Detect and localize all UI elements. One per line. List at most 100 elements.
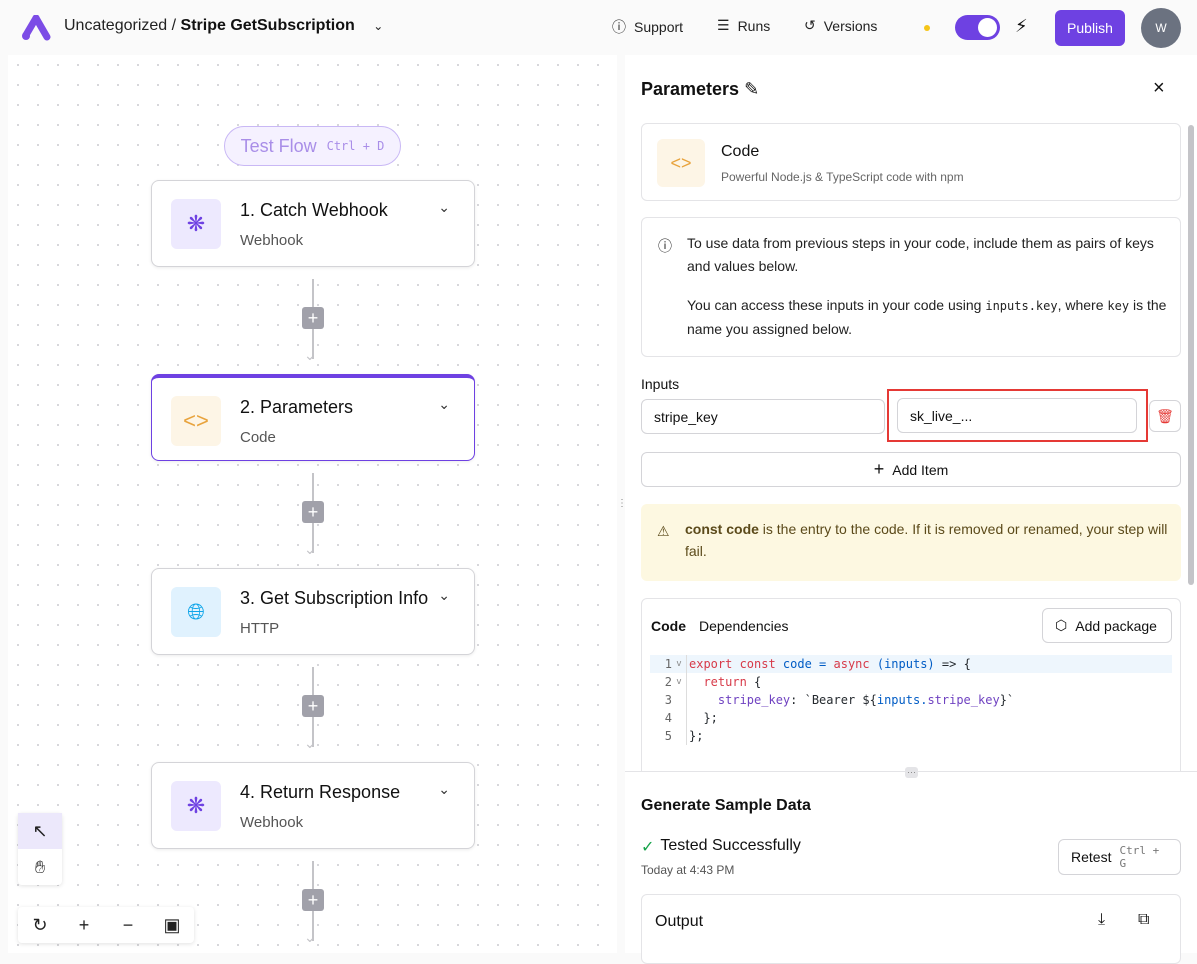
support-label: Support — [634, 19, 684, 35]
copy-icon[interactable]: ⧉ — [1138, 911, 1150, 928]
step-subtitle: HTTP — [240, 620, 280, 637]
history-icon: ↺ — [804, 17, 816, 33]
test-status: ✓︎ Tested Successfully — [641, 837, 801, 857]
test-timestamp: Today at 4:43 PM — [641, 863, 735, 877]
plus-icon: + — [873, 459, 885, 479]
check-circle-icon: ✓︎ — [641, 839, 655, 856]
input-key-field[interactable]: stripe_key — [641, 399, 885, 434]
app-logo[interactable] — [21, 15, 51, 41]
resize-handle[interactable]: ⋮ — [617, 498, 627, 509]
sample-data-title: Generate Sample Data — [641, 797, 811, 814]
reset-icon[interactable]: ↻ — [32, 914, 48, 935]
step-settings-panel: Parameters ✎ × <> Code Powerful Node.js … — [625, 55, 1197, 964]
test-status-text: Tested Successfully — [660, 837, 801, 854]
arrow-down-icon: ⌄ — [304, 735, 316, 751]
flow-step-node[interactable]: ❋ 1. Catch Webhook Webhook ⌄ — [151, 180, 475, 267]
webhook-icon: ❋ — [171, 781, 221, 831]
add-package-button[interactable]: ⬡ Add package — [1042, 608, 1172, 643]
line-number: 5 — [664, 729, 672, 743]
zoom-out-icon[interactable]: − — [122, 914, 134, 935]
code-line: 5}; — [650, 727, 1172, 745]
inputs-label: Inputs — [641, 376, 680, 392]
code-editor-card: Code Dependencies ⬡ Add package 1 v export … — [641, 598, 1181, 778]
fit-view-icon[interactable]: ▣ — [163, 914, 181, 935]
flow-step-node[interactable]: 🌐︎ 3. Get Subscription Info HTTP ⌄ — [151, 568, 475, 655]
canvas-mode-toolbar: ↖ ✋︎ — [18, 813, 62, 885]
code-icon: <> — [657, 139, 705, 187]
chevron-down-icon[interactable]: ⌄ — [438, 396, 450, 412]
avatar[interactable]: W — [1141, 8, 1181, 48]
step-title: 1. Catch Webhook — [240, 200, 388, 220]
select-mode-icon[interactable]: ↖ — [18, 813, 62, 849]
code-line: 4 }; — [650, 709, 1172, 727]
breadcrumb: Uncategorized / Stripe GetSubscription ⌄ — [64, 17, 383, 35]
chevron-down-icon[interactable]: ⌄ — [438, 587, 450, 603]
support-button[interactable]: ⓘ Support — [612, 17, 683, 37]
line-number: 4 — [664, 711, 672, 725]
arrow-down-icon: ⌄ — [304, 347, 316, 363]
pencil-icon[interactable]: ✎ — [744, 79, 760, 99]
flow-name[interactable]: Stripe GetSubscription — [180, 17, 355, 34]
arrow-down-icon: ⌄ — [304, 541, 316, 557]
info-text-1: To use data from previous steps in your … — [687, 235, 1154, 274]
pan-hand-icon[interactable]: ✋︎ — [34, 856, 46, 877]
piece-card: <> Code Powerful Node.js & TypeScript co… — [641, 123, 1181, 201]
versions-label: Versions — [823, 17, 878, 34]
retest-button[interactable]: Retest Ctrl + G — [1058, 839, 1181, 875]
runs-label: Runs — [737, 17, 771, 34]
piece-description: Powerful Node.js & TypeScript code with … — [721, 170, 964, 184]
webhook-icon: ❋ — [171, 199, 221, 249]
add-step-button[interactable]: + — [302, 307, 324, 329]
add-step-button[interactable]: + — [302, 695, 324, 717]
breadcrumb-separator: / — [171, 17, 177, 34]
step-title: 2. Parameters — [240, 397, 354, 417]
warning-text: const code is the entry to the code. If … — [685, 521, 1168, 559]
add-step-button[interactable]: + — [302, 889, 324, 911]
resize-handle[interactable]: ⋯ — [905, 767, 918, 778]
runs-button[interactable]: ☰ Runs — [717, 17, 770, 34]
piece-name: Code — [721, 143, 760, 160]
retest-label: Retest — [1071, 849, 1112, 865]
shortcut-hint: Ctrl + D — [326, 139, 385, 153]
add-item-button[interactable]: + Add Item — [641, 452, 1181, 487]
code-icon: <> — [171, 396, 221, 446]
highlight-box — [887, 389, 1148, 442]
publish-button[interactable]: Publish — [1055, 10, 1125, 46]
lightning-icon[interactable]: ⚡︎ — [1015, 16, 1028, 36]
info-text-2: You can access these inputs in your code… — [687, 297, 1167, 337]
code-line: 1 v export const code = async (inputs) => … — [650, 655, 1172, 673]
tab-code[interactable]: Code — [651, 618, 686, 634]
enable-flow-toggle[interactable] — [955, 15, 1000, 40]
line-number: 3 — [664, 693, 672, 707]
chevron-down-icon[interactable]: ⌄ — [373, 19, 384, 33]
info-icon: ⓘ — [658, 238, 672, 254]
panel-title-text: Parameters — [641, 79, 740, 99]
add-step-button[interactable]: + — [302, 501, 324, 523]
delete-icon[interactable]: 🗑︎ — [1149, 400, 1181, 432]
step-subtitle: Code — [240, 429, 276, 446]
flow-canvas[interactable]: Test Flow Ctrl + D ❋ 1. Catch Webhook Web… — [8, 55, 617, 953]
status-dot — [924, 25, 930, 31]
step-title: 4. Return Response — [240, 782, 401, 802]
panel-title[interactable]: Parameters ✎ — [641, 79, 759, 100]
close-icon[interactable]: × — [1153, 77, 1165, 99]
sample-data-section: ⋯ Generate Sample Data ✓︎ Tested Successf… — [625, 767, 1197, 964]
chevron-down-icon[interactable]: ⌄ — [438, 199, 450, 215]
line-number: 2 — [664, 675, 672, 689]
flow-step-node[interactable]: ❋ 4. Return Response Webhook ⌄ — [151, 762, 475, 849]
package-icon: ⬡ — [1055, 617, 1068, 633]
list-icon: ☰ — [717, 17, 730, 33]
versions-button[interactable]: ↺ Versions — [804, 17, 877, 34]
input-value-field[interactable]: sk_live_... — [897, 398, 1137, 433]
tab-dependencies[interactable]: Dependencies — [699, 618, 789, 634]
test-flow-button[interactable]: Test Flow Ctrl + D — [224, 126, 401, 166]
chevron-down-icon[interactable]: ⌄ — [438, 781, 450, 797]
code-editor[interactable]: 1 v export const code = async (inputs) => … — [650, 655, 1172, 745]
scrollbar[interactable] — [1188, 125, 1194, 585]
breadcrumb-folder[interactable]: Uncategorized — [64, 17, 168, 34]
flow-step-node[interactable]: <> 2. Parameters Code ⌄ — [151, 374, 475, 461]
download-icon[interactable]: ⤓ — [1098, 911, 1106, 928]
line-number: 1 — [664, 657, 672, 671]
zoom-in-icon[interactable]: + — [78, 914, 90, 935]
